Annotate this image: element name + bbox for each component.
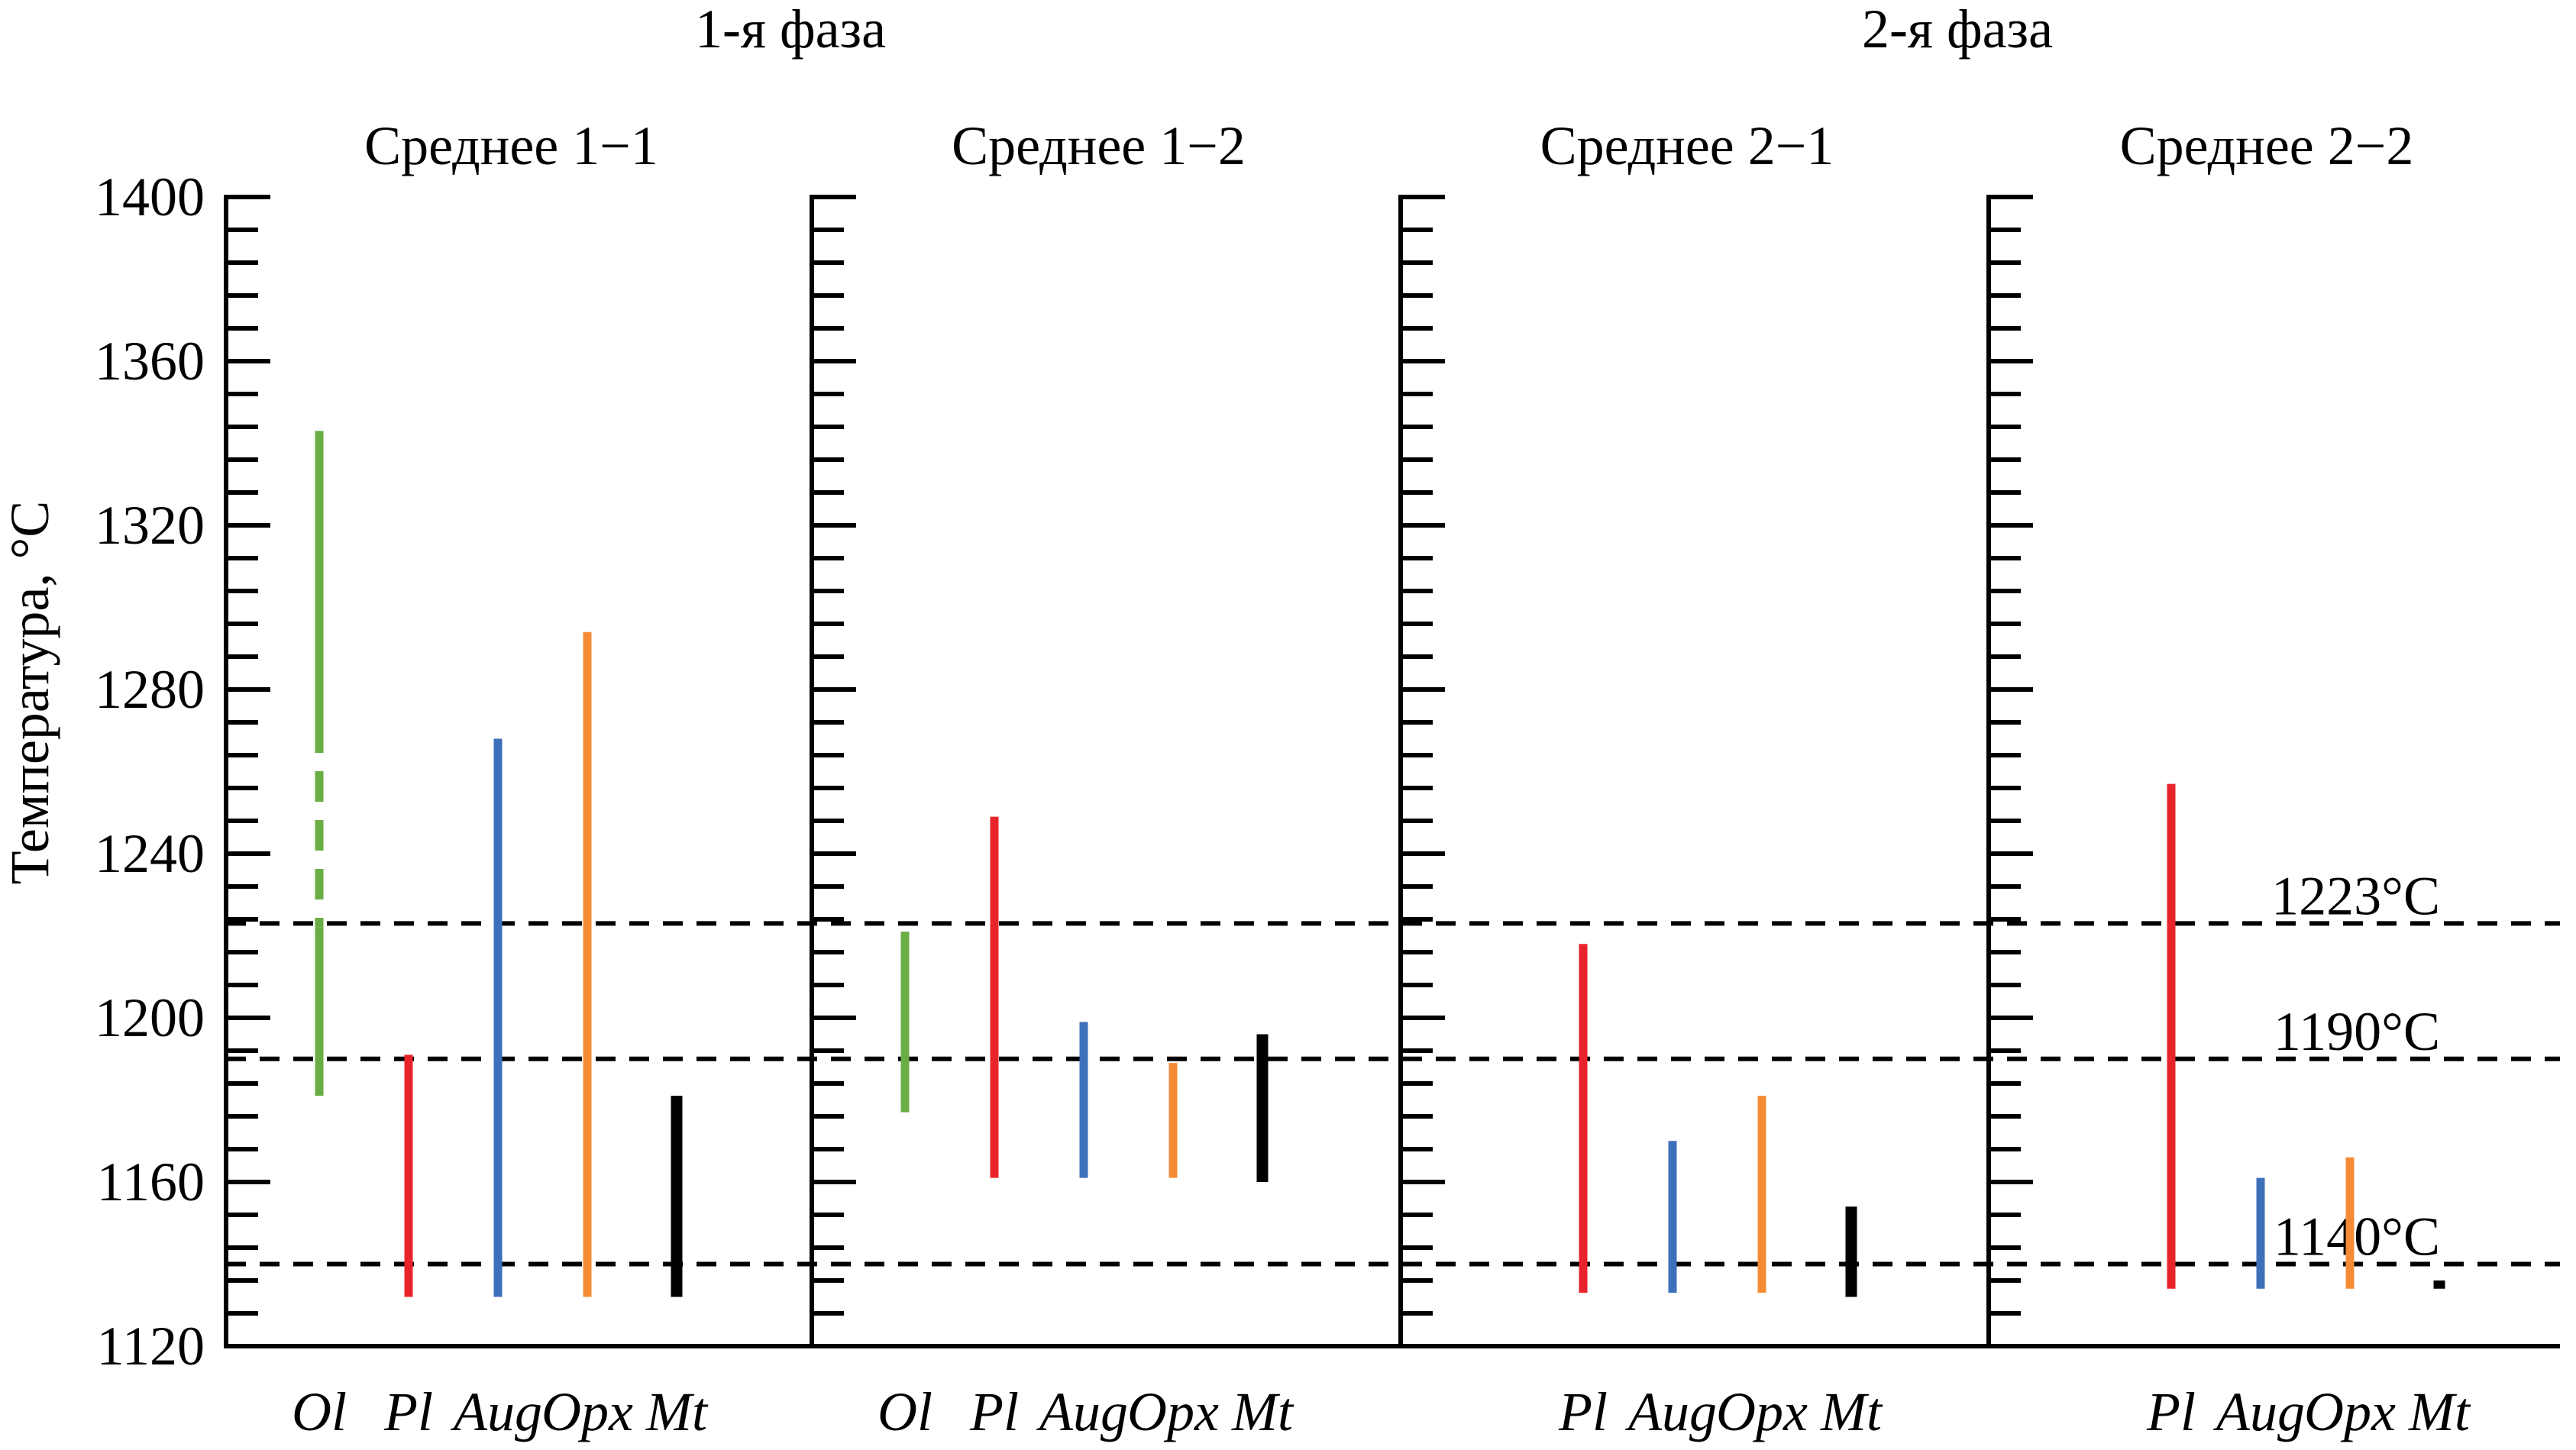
mineral-label-3-mt: Mt xyxy=(1820,1381,1883,1442)
y-tick-label-1280: 1280 xyxy=(95,659,205,720)
y-axis-label: Температура, °C xyxy=(0,501,60,885)
axes: 1120 1160 1200 1240 1280 1320 1360 1400 xyxy=(95,166,2560,1377)
mineral-label-3-aug: Aug xyxy=(1625,1381,1717,1442)
y-tick-label-1120: 1120 xyxy=(97,1316,205,1377)
y-tick-label-1400: 1400 xyxy=(95,166,205,228)
panel-titles: Среднее 1−1 Среднее 1−2 Среднее 2−1 Среднее… xyxy=(364,115,2413,176)
mineral-label-2-mt: Mt xyxy=(1231,1381,1294,1442)
y-tick-label-1360: 1360 xyxy=(95,331,205,392)
reference-label-1140: 1140°C xyxy=(2274,1206,2440,1268)
y-tick-label-1240: 1240 xyxy=(95,823,205,884)
mineral-label-2-pl: Pl xyxy=(969,1381,1019,1442)
mineral-label-1-ol: Ol xyxy=(292,1381,347,1442)
mineral-label-3-pl: Pl xyxy=(1558,1381,1608,1442)
reference-lines: 1223°C 1190°C 1140°C xyxy=(226,865,2560,1268)
panel-title-3: Среднее 2−1 xyxy=(1540,115,1834,176)
reference-label-1190: 1190°C xyxy=(2274,1001,2440,1062)
mineral-label-3-opx: Opx xyxy=(1716,1381,1808,1442)
panel-title-2: Среднее 1−2 xyxy=(952,115,1246,176)
phase-title-1: 1-я фаза xyxy=(695,0,886,60)
mineral-label-2-opx: Opx xyxy=(1127,1381,1219,1442)
reference-label-1223: 1223°C xyxy=(2271,865,2440,926)
mineral-label-1-aug: Aug xyxy=(451,1381,542,1442)
mineral-label-4-pl: Pl xyxy=(2146,1381,2196,1442)
mineral-label-1-pl: Pl xyxy=(383,1381,433,1442)
mineral-label-1-opx: Opx xyxy=(541,1381,633,1442)
mineral-label-2-aug: Aug xyxy=(1036,1381,1128,1442)
panel-title-1: Среднее 1−1 xyxy=(364,115,658,176)
mineral-label-4-mt: Mt xyxy=(2408,1381,2471,1442)
mineral-label-2-ol: Ol xyxy=(878,1381,932,1442)
y-tick-label-1320: 1320 xyxy=(95,495,205,556)
phase-title-2: 2-я фаза xyxy=(1862,0,2053,60)
mineral-label-4-aug: Aug xyxy=(2213,1381,2305,1442)
phase-titles: 1-я фаза 2-я фаза xyxy=(695,0,2053,60)
y-tick-label-1160: 1160 xyxy=(97,1151,205,1213)
mineral-label-4-opx: Opx xyxy=(2304,1381,2396,1442)
range-bars xyxy=(315,431,2445,1297)
mineral-label-1-mt: Mt xyxy=(645,1381,709,1442)
mineral-labels: Ol Pl Aug Opx Mt Ol Pl Aug Opx Mt Pl Aug Opx Mt Pl Aug O… xyxy=(292,1381,2471,1442)
y-tick-label-1200: 1200 xyxy=(95,987,205,1048)
panel-title-4: Среднее 2−2 xyxy=(2120,115,2414,176)
